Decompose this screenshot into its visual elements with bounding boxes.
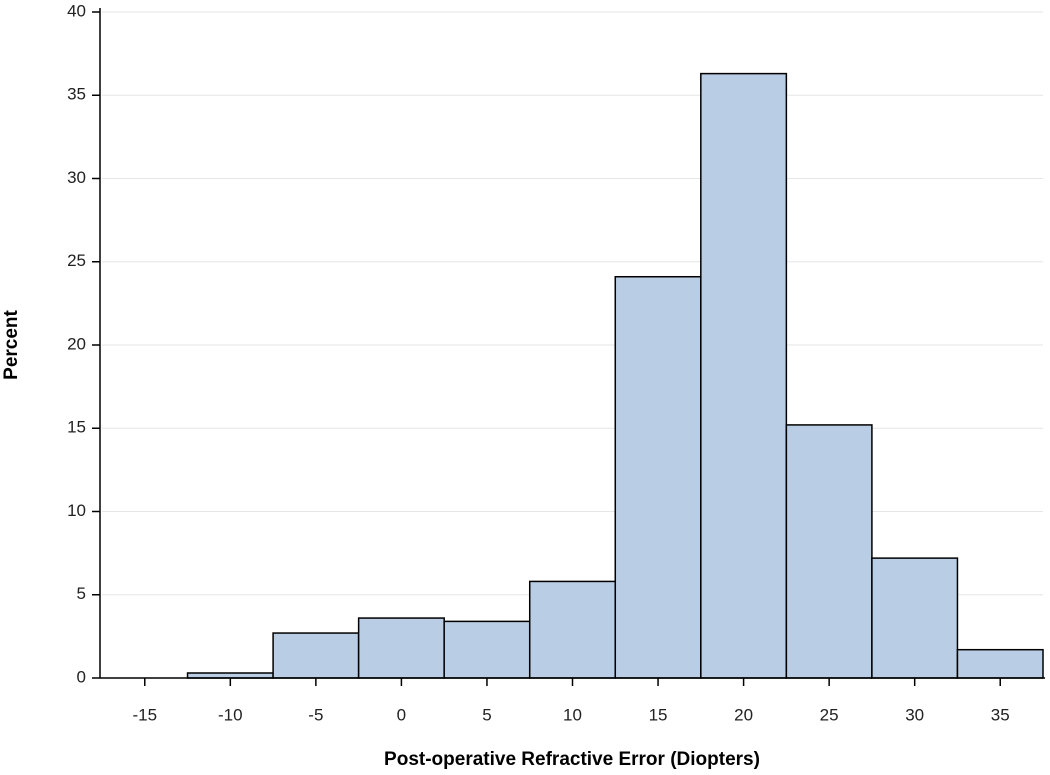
bar [700, 72, 788, 679]
x-tick-label: 35 [991, 705, 1010, 724]
y-tick-label: 5 [77, 584, 86, 603]
x-tick-label: -15 [132, 705, 157, 724]
x-axis-label: Post-operative Refractive Error (Diopter… [384, 749, 760, 770]
bar [357, 617, 445, 679]
bar [272, 632, 360, 679]
bar [956, 648, 1044, 679]
y-tick-label: 30 [67, 168, 86, 187]
bar [871, 557, 959, 679]
x-tick-label: 20 [734, 705, 753, 724]
y-tick-label: 35 [67, 85, 86, 104]
y-tick-label: 0 [77, 667, 86, 686]
y-tick-label: 25 [67, 251, 86, 270]
y-tick-label: 10 [67, 501, 86, 520]
bar [443, 620, 531, 679]
x-tick-label: 0 [397, 705, 406, 724]
bar [528, 580, 617, 679]
x-tick-label: 5 [482, 705, 491, 724]
x-tick-label: 15 [649, 705, 668, 724]
bar [785, 424, 873, 679]
y-tick-label: 15 [67, 418, 86, 437]
bar [614, 275, 702, 679]
x-tick-label: -10 [218, 705, 243, 724]
y-tick-label: 40 [67, 1, 86, 20]
x-tick-label: 30 [905, 705, 924, 724]
x-tick-label: -5 [308, 705, 323, 724]
y-tick-label: 20 [67, 334, 86, 353]
y-axis-label: Percent [1, 309, 22, 379]
x-tick-label: 10 [563, 705, 582, 724]
x-tick-label: 25 [820, 705, 839, 724]
